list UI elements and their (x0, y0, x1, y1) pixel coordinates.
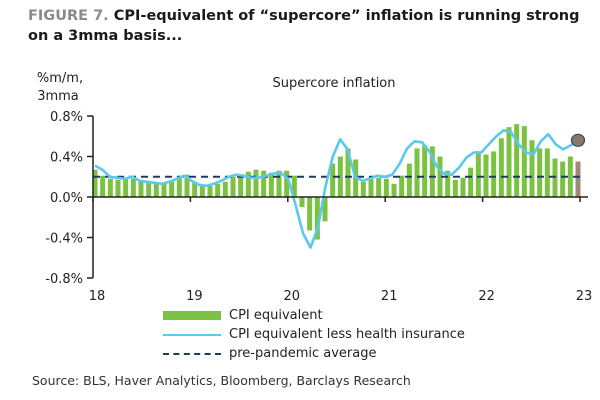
y-tick-label: 0.8% (50, 110, 83, 125)
bar (307, 197, 313, 231)
bar (575, 161, 581, 197)
bar (169, 180, 175, 197)
legend-swatch-bar (163, 311, 221, 320)
bar (261, 170, 267, 197)
bar (107, 178, 113, 197)
bar (330, 163, 336, 197)
bar (360, 181, 366, 197)
bar (276, 170, 282, 197)
bar (414, 148, 420, 197)
bar (161, 182, 167, 197)
legend-item-pre-pandemic: pre-pandemic average (163, 344, 465, 363)
legend-swatch-dashed (163, 352, 221, 355)
x-tick-label: 22 (478, 289, 495, 304)
bar (429, 146, 435, 197)
bar (92, 169, 98, 197)
chart-title: Supercore inflation (273, 76, 396, 91)
x-tick-label: 18 (89, 289, 106, 304)
bar (199, 184, 205, 197)
y-tick-label: -0.4% (45, 232, 83, 247)
bar (529, 140, 535, 197)
bar (100, 175, 106, 197)
bar (506, 127, 512, 197)
bar (192, 181, 198, 197)
bar (146, 182, 152, 197)
legend-item-cpi-equivalent: CPI equivalent (163, 306, 465, 325)
bar (268, 172, 274, 197)
bar (368, 176, 374, 197)
bar (514, 124, 520, 197)
figure-label: FIGURE 7. (28, 8, 109, 24)
x-tick-label: 19 (186, 289, 203, 304)
legend-label: pre-pandemic average (229, 346, 377, 361)
bar (537, 148, 543, 197)
bar (560, 161, 566, 197)
bar (491, 151, 497, 197)
latest-point-marker (570, 133, 586, 147)
bar (337, 156, 343, 197)
bar (215, 183, 221, 197)
bar (222, 181, 228, 197)
y-axis-label: 3mma (37, 89, 79, 104)
bar (399, 175, 405, 197)
bar (383, 178, 389, 197)
x-tick-label: 23 (576, 289, 593, 304)
bar (345, 148, 351, 197)
bar (445, 170, 451, 197)
y-tick-label: -0.8% (45, 272, 83, 287)
bar (115, 179, 121, 197)
bar (475, 151, 481, 197)
bar (544, 148, 550, 197)
y-axis-label: %m/m, (37, 71, 83, 86)
bar (468, 167, 474, 197)
bar (483, 154, 489, 197)
x-tick-label: 21 (381, 289, 398, 304)
y-tick-label: 0.0% (50, 191, 83, 206)
y-tick-label: 0.4% (50, 151, 83, 166)
bar (184, 174, 190, 197)
bar (207, 185, 213, 197)
figure-title-text: CPI-equivalent of “supercore” inflation … (28, 8, 580, 44)
bar (299, 197, 305, 208)
bar (552, 158, 558, 197)
source-note: Source: BLS, Haver Analytics, Bloomberg,… (32, 373, 411, 388)
bar (253, 169, 259, 197)
legend-label: CPI equivalent (229, 308, 323, 323)
bar (238, 174, 244, 197)
bar (376, 177, 382, 197)
figure-title: FIGURE 7. CPI-equivalent of “supercore” … (28, 6, 598, 46)
bar (245, 171, 251, 197)
bar (284, 170, 290, 197)
legend: CPI equivalent CPI equivalent less healt… (163, 306, 465, 363)
bar (138, 181, 144, 197)
bar (123, 177, 129, 197)
bar (230, 176, 236, 197)
bar (176, 176, 182, 197)
bar (460, 177, 466, 197)
bar (437, 156, 443, 197)
bar (314, 197, 320, 240)
legend-item-cpi-less-health: CPI equivalent less health insurance (163, 325, 465, 344)
bar (521, 126, 527, 197)
bar (567, 156, 573, 197)
bar (322, 197, 328, 222)
bar (153, 182, 159, 197)
bar (422, 145, 428, 197)
bar (391, 183, 397, 197)
bar (130, 178, 136, 197)
bar (498, 138, 504, 197)
cpi-less-health-line (94, 128, 579, 249)
legend-label: CPI equivalent less health insurance (229, 327, 465, 342)
legend-swatch-line (163, 333, 221, 336)
bar (291, 175, 297, 197)
bar (406, 163, 412, 197)
bar (452, 179, 458, 197)
x-tick-label: 20 (284, 289, 301, 304)
